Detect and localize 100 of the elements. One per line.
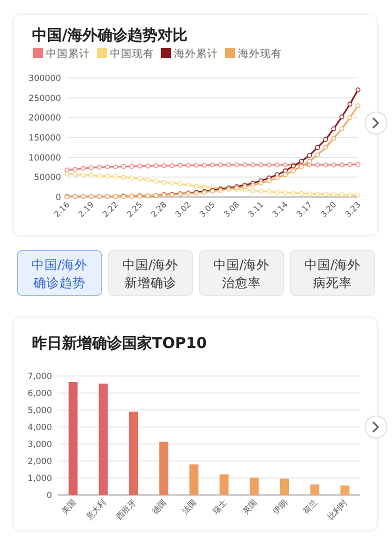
y-tick-label: 250000 [28,94,61,104]
point [323,137,328,142]
y-tick-label: 150000 [28,134,61,144]
y-tick-label: 50000 [34,173,61,184]
bar [220,474,229,495]
bar [129,412,138,495]
point [348,115,352,120]
point [178,182,183,186]
point [129,176,134,180]
point [105,174,110,179]
point [282,168,288,174]
point [170,180,174,186]
point [274,190,280,195]
bar [159,442,168,495]
chart-title: 昨日新增确诊国家TOP10 [32,334,207,352]
point [113,164,118,170]
point [129,164,134,169]
point [348,192,352,198]
point [356,192,360,198]
point [88,172,94,178]
point [162,163,166,168]
point [290,168,296,174]
y-tick-label: 2,000 [28,457,52,467]
point [96,164,102,170]
point [137,164,142,168]
y-tick-label: 4,000 [28,423,52,433]
point [307,158,312,164]
point [290,190,296,196]
point [210,162,215,168]
point [331,162,336,168]
point [88,165,94,170]
point [339,192,344,198]
point [194,184,199,189]
point [356,88,360,92]
point [282,172,288,178]
point [315,162,320,168]
point [339,162,344,168]
point [194,162,199,168]
point [348,162,352,167]
point [202,184,207,190]
x-tick-label: 法国 [180,498,198,516]
legend-label: 中国累计 [46,47,90,60]
point [307,152,312,158]
legend-label: 中国现有 [110,47,154,60]
point [186,182,191,188]
point [250,162,256,168]
point [299,158,304,164]
bar [68,382,78,495]
text: 中国/海外新增确诊 [121,256,180,292]
point [274,176,280,180]
x-tick-label: 伊朗 [271,498,289,516]
point [274,162,280,168]
point [145,178,150,182]
y-tick-label: 1,000 [28,474,52,484]
point [356,162,360,167]
y-tick-label: 5,000 [28,406,52,416]
point [234,162,240,168]
point [315,145,320,150]
legend-label: 海外累计 [174,47,218,60]
bar [98,384,108,495]
point [356,103,360,108]
x-tick-label: 德国 [150,498,168,516]
point [323,192,328,197]
y-tick-label: 200000 [28,114,61,124]
point [307,191,312,196]
point [96,174,102,178]
y-tick-label: 6,000 [28,389,52,399]
point [299,191,304,196]
point [331,136,336,141]
point [266,189,272,194]
point [105,164,110,170]
point [258,162,264,168]
text: 中国/海外病死率 [303,256,362,292]
point [266,178,272,184]
point [282,190,288,196]
point [72,166,78,172]
bar [340,485,350,495]
legend-label: 海外现有 [238,48,282,60]
point [64,172,70,176]
y-tick-label: 100000 [28,153,61,164]
point [64,168,70,172]
point [80,172,86,178]
point [121,174,126,180]
point [178,162,183,168]
bar [189,464,198,495]
y-tick-label: 0 [46,491,52,501]
point [162,180,166,185]
point [315,192,320,197]
point [121,164,126,169]
point [218,162,223,168]
point [348,102,352,107]
point [331,126,336,132]
point [315,152,320,158]
chart-title: 中国/海外确诊趋势对比 [32,26,188,44]
text: 中国/海外治愈率 [212,256,271,292]
text: 中国/海外确诊趋势 [30,256,89,292]
point [137,176,142,182]
x-tick-label: 西班牙 [114,498,138,522]
point [331,192,336,198]
bar [310,484,320,495]
